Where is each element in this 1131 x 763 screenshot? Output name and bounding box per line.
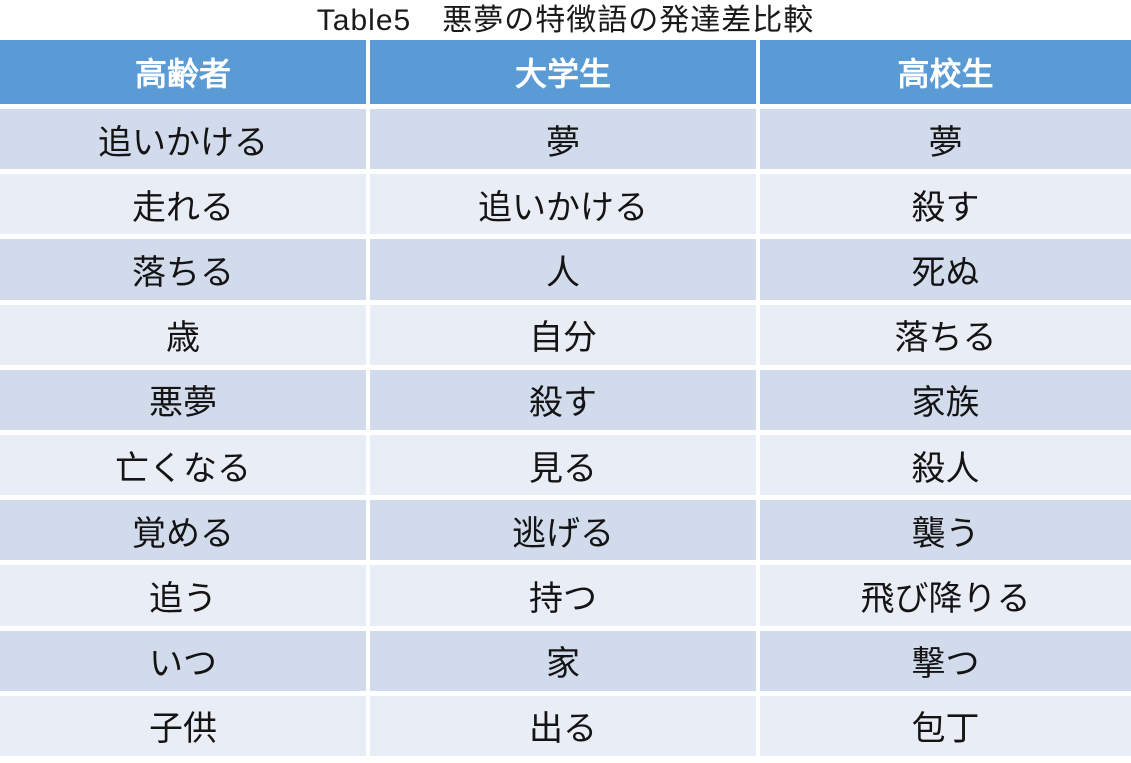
table-title: Table5 悪夢の特徴語の発達差比較 bbox=[316, 3, 815, 37]
table-cell: 落ちる bbox=[760, 304, 1131, 365]
table-cell: 人 bbox=[370, 239, 756, 300]
table-cell: 夢 bbox=[760, 109, 1131, 170]
table-cell: 出る bbox=[370, 695, 756, 756]
table-cell: 覚める bbox=[0, 500, 366, 561]
table-cell: 自分 bbox=[370, 304, 756, 365]
table-cell: 家族 bbox=[760, 369, 1131, 430]
table-cell: 襲う bbox=[760, 500, 1131, 561]
table-cell: 走れる bbox=[0, 174, 366, 235]
table-cell: 夢 bbox=[370, 109, 756, 170]
table-cell: 包丁 bbox=[760, 695, 1131, 756]
table-cell: 撃つ bbox=[760, 630, 1131, 691]
table-cell: 悪夢 bbox=[0, 369, 366, 430]
table-cell: 亡くなる bbox=[0, 435, 366, 496]
table-cell: 死ぬ bbox=[760, 239, 1131, 300]
table-cell: 家 bbox=[370, 630, 756, 691]
table-cell: 殺す bbox=[760, 174, 1131, 235]
table-cell: 追いかける bbox=[0, 109, 366, 170]
column-header: 高校生 bbox=[760, 40, 1131, 104]
table-cell: 殺人 bbox=[760, 435, 1131, 496]
column-header: 高齢者 bbox=[0, 40, 366, 104]
table-cell: いつ bbox=[0, 630, 366, 691]
column-header: 大学生 bbox=[370, 40, 756, 104]
table-cell: 歳 bbox=[0, 304, 366, 365]
table-cell: 追う bbox=[0, 565, 366, 626]
table-cell: 逃げる bbox=[370, 500, 756, 561]
table-cell: 持つ bbox=[370, 565, 756, 626]
table-cell: 殺す bbox=[370, 369, 756, 430]
table-cell: 落ちる bbox=[0, 239, 366, 300]
table-cell: 追いかける bbox=[370, 174, 756, 235]
table-cell: 見る bbox=[370, 435, 756, 496]
table-cell: 子供 bbox=[0, 695, 366, 756]
table-cell: 飛び降りる bbox=[760, 565, 1131, 626]
nightmare-words-table: 高齢者 大学生 高校生 追いかける夢夢走れる 追いかける 殺す 落ちる人死ぬ歳自分 落ちる 悪夢… bbox=[0, 40, 1131, 756]
